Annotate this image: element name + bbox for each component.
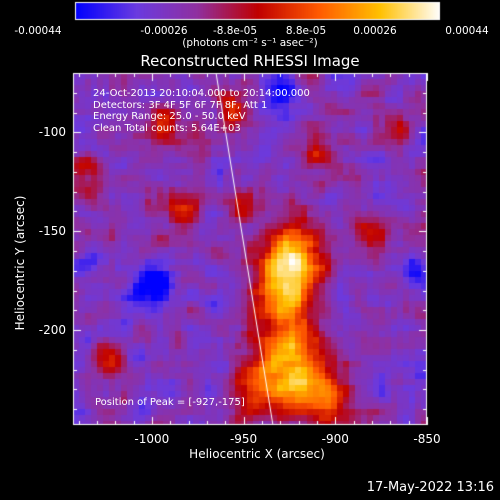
colorbar-tick: 0.00026 xyxy=(353,25,397,37)
x-tick-label: -1000 xyxy=(134,432,170,446)
x-axis-tick-labels: -1000 -950 -900 -850 xyxy=(0,432,500,446)
footer-date: 17-May-2022 13:16 xyxy=(366,480,494,495)
x-axis-label: Heliocentric X (arcsec) xyxy=(189,447,325,461)
y-axis-tick-labels: -100 -150 -200 xyxy=(0,0,70,500)
colorbar-unit-label: (photons cm⁻² s⁻¹ asec⁻²) xyxy=(182,37,318,49)
info-energy-range: Energy Range: 25.0 - 50.0 keV xyxy=(93,111,246,122)
y-axis-label: Heliocentric Y (arcsec) xyxy=(13,195,27,331)
x-tick-label: -900 xyxy=(321,432,349,446)
y-tick-label: -150 xyxy=(38,224,66,239)
colorbar-tick: 8.8e-05 xyxy=(285,25,327,37)
colorbar-tick: -0.00044 xyxy=(14,25,62,37)
info-total-counts: Clean Total counts: 5.64E+03 xyxy=(93,122,241,134)
colorbar-tick: -8.8e-05 xyxy=(212,25,258,37)
plot-title: Reconstructed RHESSI Image xyxy=(140,52,360,70)
peak-position-label: Position of Peak = [-927,-175] xyxy=(95,397,245,408)
info-time-range: 24-Oct-2013 20:10:04.000 to 20:14:00.000 xyxy=(93,88,310,99)
x-tick-label: -850 xyxy=(413,432,441,446)
observation-info: 24-Oct-2013 20:10:04.000 to 20:14:00.000… xyxy=(93,88,310,134)
y-tick-label: -200 xyxy=(38,323,66,338)
x-tick-label: -950 xyxy=(229,432,258,446)
colorbar-tick-labels: -0.00044 -0.00026 -8.8e-05 8.8e-05 0.000… xyxy=(0,25,500,39)
colorbar-tick: 0.00044 xyxy=(445,25,489,37)
info-detectors: Detectors: 3F 4F 5F 6F 7F 8F, Att 1 xyxy=(93,99,268,111)
colorbar-tick: -0.00026 xyxy=(140,25,188,37)
y-tick-label: -100 xyxy=(38,125,66,140)
